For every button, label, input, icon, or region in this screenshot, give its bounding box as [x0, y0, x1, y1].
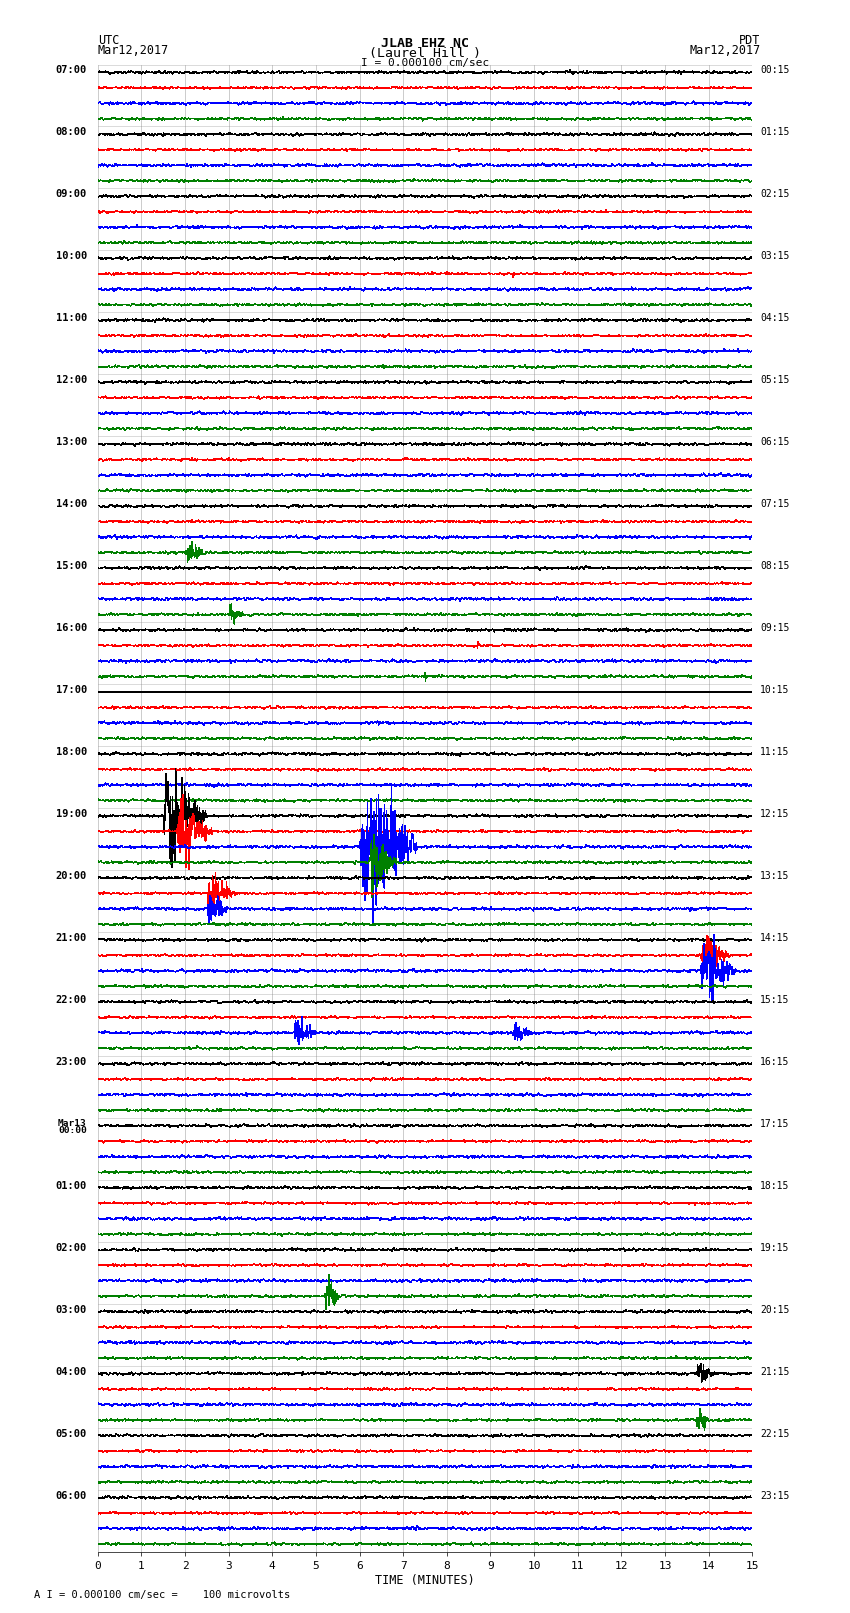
- Text: 05:15: 05:15: [760, 376, 790, 386]
- Text: 09:15: 09:15: [760, 623, 790, 632]
- Text: 13:00: 13:00: [55, 437, 87, 447]
- Text: PDT: PDT: [740, 34, 761, 47]
- Text: 02:00: 02:00: [55, 1242, 87, 1253]
- Text: 01:00: 01:00: [55, 1181, 87, 1190]
- Text: 19:15: 19:15: [760, 1242, 790, 1253]
- Text: 05:00: 05:00: [55, 1429, 87, 1439]
- Text: Mar13: Mar13: [58, 1119, 87, 1127]
- Text: 15:15: 15:15: [760, 995, 790, 1005]
- Text: 21:15: 21:15: [760, 1366, 790, 1376]
- Text: I = 0.000100 cm/sec: I = 0.000100 cm/sec: [361, 58, 489, 68]
- Text: JLAB EHZ NC: JLAB EHZ NC: [381, 37, 469, 50]
- Text: UTC: UTC: [98, 34, 119, 47]
- Text: A I = 0.000100 cm/sec =    100 microvolts: A I = 0.000100 cm/sec = 100 microvolts: [34, 1590, 290, 1600]
- Text: 14:00: 14:00: [55, 498, 87, 510]
- Text: 08:15: 08:15: [760, 561, 790, 571]
- Text: 07:00: 07:00: [55, 65, 87, 76]
- Text: (Laurel Hill ): (Laurel Hill ): [369, 47, 481, 60]
- Text: 03:00: 03:00: [55, 1305, 87, 1315]
- Text: 16:15: 16:15: [760, 1057, 790, 1066]
- Text: 11:15: 11:15: [760, 747, 790, 756]
- Text: 23:00: 23:00: [55, 1057, 87, 1066]
- Text: Mar12,2017: Mar12,2017: [689, 44, 761, 56]
- Text: 03:15: 03:15: [760, 252, 790, 261]
- Text: 02:15: 02:15: [760, 189, 790, 200]
- Text: 22:15: 22:15: [760, 1429, 790, 1439]
- Text: 00:00: 00:00: [58, 1126, 87, 1134]
- Text: 17:00: 17:00: [55, 686, 87, 695]
- Text: Mar12,2017: Mar12,2017: [98, 44, 169, 56]
- Text: 12:00: 12:00: [55, 376, 87, 386]
- Text: 19:00: 19:00: [55, 808, 87, 819]
- Text: 10:00: 10:00: [55, 252, 87, 261]
- Text: 20:00: 20:00: [55, 871, 87, 881]
- Text: 18:00: 18:00: [55, 747, 87, 756]
- Text: 22:00: 22:00: [55, 995, 87, 1005]
- Text: 21:00: 21:00: [55, 932, 87, 944]
- Text: 01:15: 01:15: [760, 127, 790, 137]
- Text: 16:00: 16:00: [55, 623, 87, 632]
- X-axis label: TIME (MINUTES): TIME (MINUTES): [375, 1574, 475, 1587]
- Text: 14:15: 14:15: [760, 932, 790, 944]
- Text: 04:00: 04:00: [55, 1366, 87, 1376]
- Text: 00:15: 00:15: [760, 65, 790, 76]
- Text: 06:00: 06:00: [55, 1490, 87, 1500]
- Text: 13:15: 13:15: [760, 871, 790, 881]
- Text: 06:15: 06:15: [760, 437, 790, 447]
- Text: 07:15: 07:15: [760, 498, 790, 510]
- Text: 18:15: 18:15: [760, 1181, 790, 1190]
- Text: 17:15: 17:15: [760, 1119, 790, 1129]
- Text: 04:15: 04:15: [760, 313, 790, 323]
- Text: 20:15: 20:15: [760, 1305, 790, 1315]
- Text: 09:00: 09:00: [55, 189, 87, 200]
- Text: 23:15: 23:15: [760, 1490, 790, 1500]
- Text: 10:15: 10:15: [760, 686, 790, 695]
- Text: 08:00: 08:00: [55, 127, 87, 137]
- Text: 15:00: 15:00: [55, 561, 87, 571]
- Text: 12:15: 12:15: [760, 808, 790, 819]
- Text: 11:00: 11:00: [55, 313, 87, 323]
